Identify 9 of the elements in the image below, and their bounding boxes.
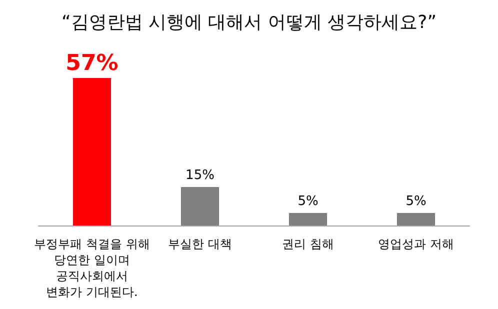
data-label: 5% <box>406 194 426 210</box>
data-label: 57% <box>66 51 118 76</box>
data-label: 15% <box>186 168 214 184</box>
x-tick-label: 부실한 대책 <box>168 237 232 251</box>
x-tick-label: 영업성과 저해 <box>378 237 454 251</box>
x-tick-label: 부정부패 척결을 위해 당연한 일이며 공직사회에서 변화가 기대된다. <box>34 237 150 299</box>
chart-title: “김영란법 시행에 대해서 어떻게 생각하세요?” <box>60 11 438 35</box>
x-tick-label: 권리 침해 <box>282 237 334 251</box>
data-label: 5% <box>298 194 318 210</box>
